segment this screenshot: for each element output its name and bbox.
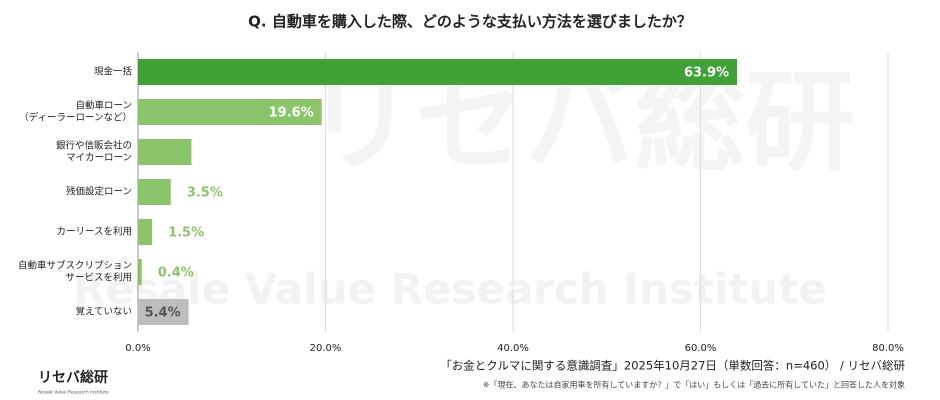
source: 「お金とクルマに関する意識調査」2025年10月27日（単数回答：n=460） … [440,359,905,373]
x-tick-label: 20.0% [310,343,342,354]
bar [138,179,171,205]
x-tick-label: 80.0% [872,343,904,354]
y-tick-label: （ディーラーローンなど） [19,112,132,124]
y-tick-label: 銀行や信販会社の [56,140,132,152]
logo: リセバ総研 [38,369,108,386]
bar [138,299,189,325]
y-tick-label: 残価設定ローン [66,186,132,198]
logo-sub: Resale Value Research Institute [38,390,109,396]
x-tick-label: 40.0% [497,343,529,354]
chart-title: Q. 自動車を購入した際、どのような支払い方法を選びましたか？ [248,13,692,31]
bar [138,259,142,285]
note: ※「現在、あなたは自家用車を所有していますか？」で「はい」もしくは「過去に所有し… [483,380,905,390]
value-label: 5.7% [147,146,183,161]
value-label: 19.6% [269,106,314,121]
y-tick-label: カーリースを利用 [56,226,132,238]
x-tick-label: 0.0% [125,343,150,354]
y-tick-label: サービスを利用 [65,272,132,284]
bar [138,219,153,245]
bar [138,59,738,85]
y-tick-label: マイカーローン [66,153,132,164]
value-label: 63.9% [684,66,729,81]
watermark-sub: Resale Value Research Institute [73,265,827,314]
y-tick-label: 自動車サブスクリプション [18,260,132,272]
y-tick-label: 現金一括 [94,66,133,78]
value-label: 1.5% [168,226,204,241]
value-label: 5.4% [145,306,181,321]
y-tick-label: 自動車ローン [75,100,132,112]
value-label: 3.5% [187,186,223,201]
value-label: 0.4% [158,266,194,281]
x-tick-label: 60.0% [685,343,717,354]
bar [138,139,192,165]
y-tick-label: 覚えていない [75,306,132,318]
bar [138,99,322,125]
